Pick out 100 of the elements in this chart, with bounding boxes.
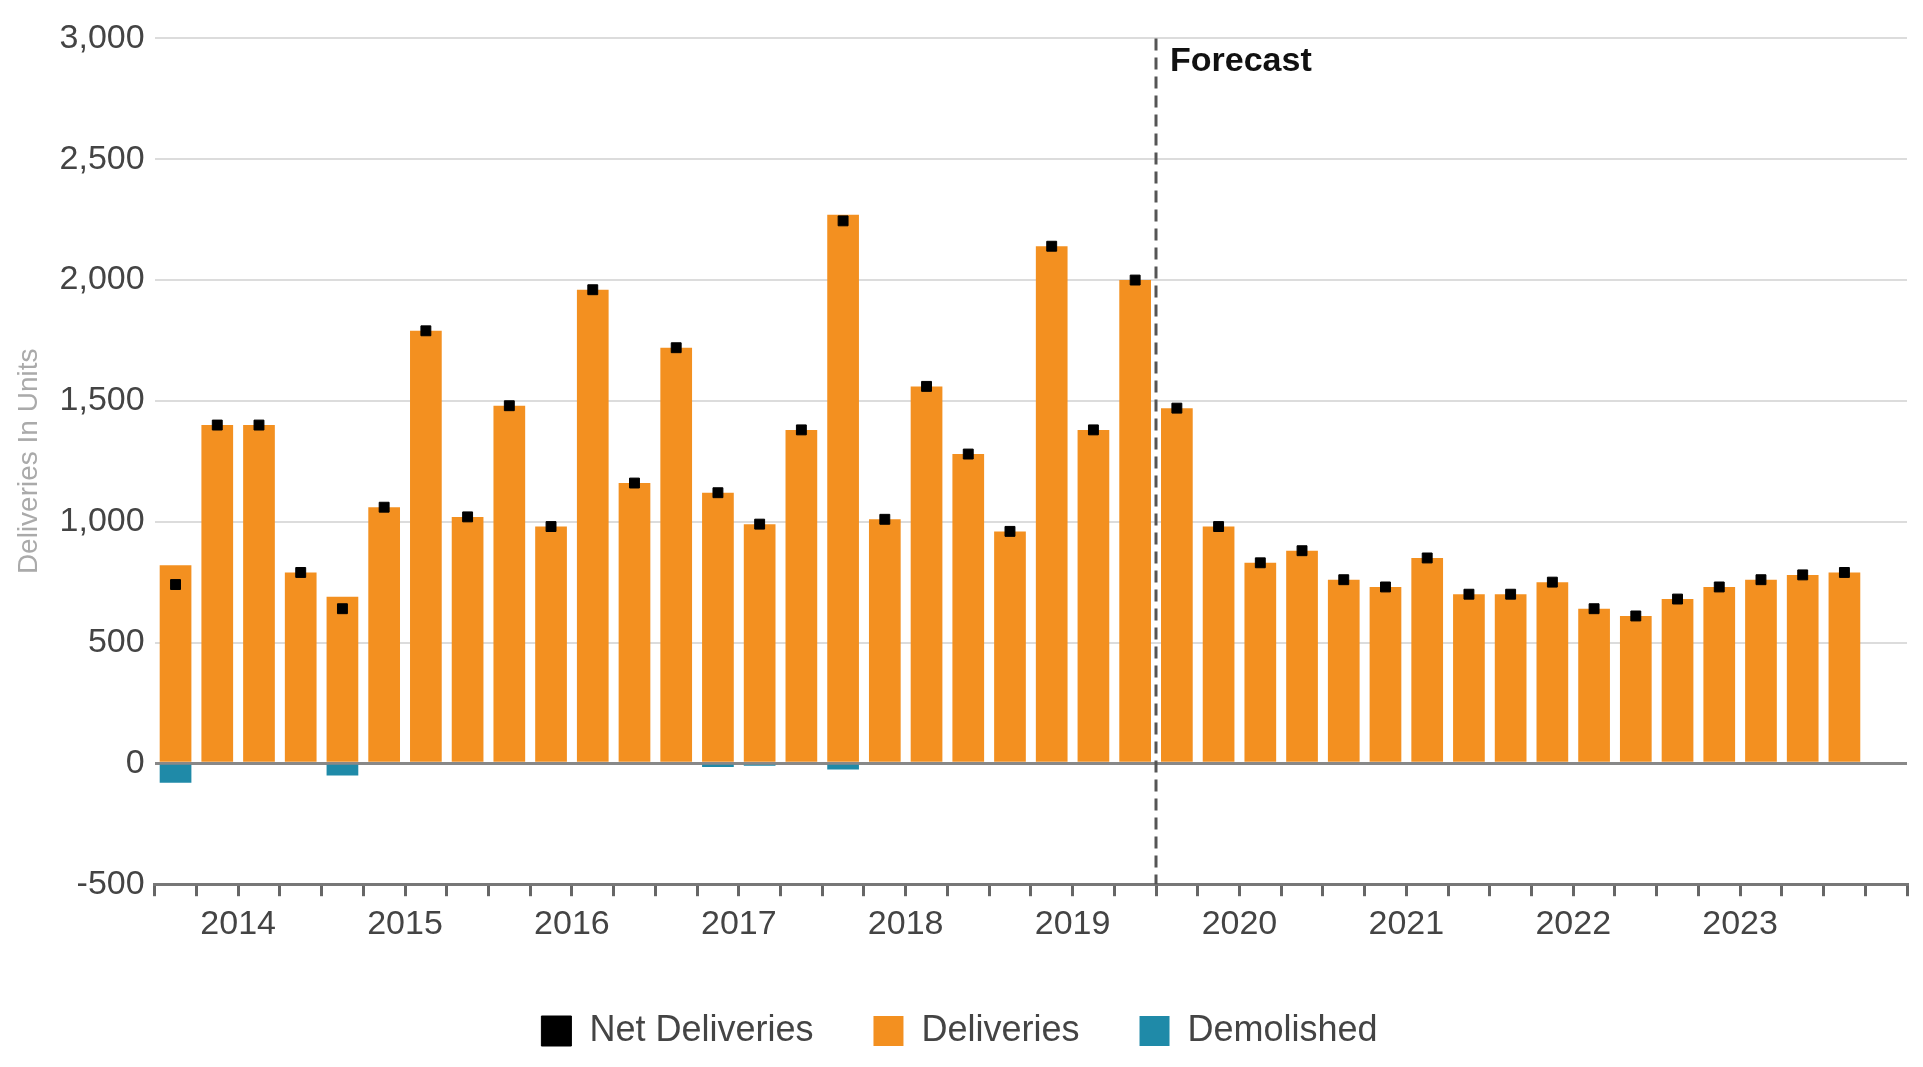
bar — [1035, 246, 1068, 762]
bar — [1327, 579, 1360, 762]
bar — [1828, 572, 1861, 762]
legend-label: Demolished — [1187, 1007, 1378, 1049]
bar — [243, 425, 275, 762]
bar — [743, 524, 776, 762]
point — [295, 567, 307, 578]
legend-label: Deliveries — [921, 1007, 1080, 1049]
point — [378, 501, 390, 513]
bar — [785, 429, 818, 762]
point — [1713, 581, 1725, 593]
point — [962, 448, 974, 460]
bar — [1411, 557, 1444, 762]
point — [1838, 567, 1850, 578]
bar — [1536, 582, 1569, 762]
x-tick-label: 2014 — [200, 902, 276, 941]
y-tick-label: 500 — [87, 620, 145, 659]
point — [1213, 521, 1225, 532]
y-tick-label: 2,500 — [59, 137, 145, 176]
point — [1630, 610, 1642, 622]
point — [1797, 569, 1809, 581]
bar — [159, 764, 192, 783]
point — [1254, 557, 1266, 569]
x-tick-label: 2019 — [1034, 902, 1111, 941]
bar — [326, 596, 359, 762]
bar — [1369, 586, 1402, 762]
bar — [1494, 594, 1527, 762]
y-tick-label: 2,000 — [59, 258, 145, 297]
point — [1463, 588, 1475, 600]
x-tick-label: 2021 — [1368, 902, 1445, 941]
point — [754, 518, 766, 530]
x-tick-label: 2023 — [1702, 902, 1778, 941]
bar — [284, 572, 317, 762]
point — [670, 342, 682, 354]
point — [1755, 574, 1767, 586]
ref-line-label: Forecast — [1170, 39, 1312, 78]
point — [921, 380, 932, 392]
point — [1338, 574, 1350, 586]
point — [1546, 576, 1558, 588]
point — [837, 215, 849, 227]
point — [1129, 274, 1141, 286]
x-tick-label: 2020 — [1201, 902, 1278, 941]
point — [1672, 593, 1683, 605]
bar — [410, 330, 442, 762]
y-tick-label: -500 — [76, 862, 145, 901]
point — [587, 284, 599, 296]
bar — [1661, 599, 1694, 762]
point — [879, 513, 891, 525]
bar — [1745, 579, 1777, 762]
bar — [1453, 594, 1485, 762]
y-axis-title: Deliveries In Units — [11, 348, 43, 575]
bar — [535, 526, 567, 762]
point — [712, 487, 724, 499]
bar — [827, 214, 859, 762]
x-tick-label: 2015 — [367, 902, 443, 941]
point — [1380, 581, 1391, 593]
bar — [910, 386, 943, 762]
point — [1505, 588, 1517, 600]
y-tick-label: 0 — [125, 741, 145, 780]
bar — [1578, 608, 1610, 762]
bar — [1077, 429, 1110, 762]
bar — [368, 507, 401, 762]
bar — [994, 531, 1026, 762]
point — [1588, 603, 1600, 615]
bar — [702, 492, 734, 762]
x-tick-label: 2018 — [867, 902, 944, 941]
point — [1296, 545, 1308, 557]
point — [629, 477, 640, 489]
bar — [493, 405, 526, 762]
y-tick-label: 1,000 — [59, 500, 145, 539]
bar — [868, 519, 901, 762]
y-tick-label: 3,000 — [59, 16, 145, 55]
bar — [1202, 526, 1235, 762]
point — [795, 424, 807, 436]
bar — [1244, 562, 1277, 762]
bar — [1161, 408, 1193, 762]
bar — [660, 347, 693, 762]
bar — [451, 516, 484, 762]
bar — [201, 425, 234, 762]
bar — [1286, 550, 1318, 762]
point — [503, 400, 515, 412]
point — [1046, 240, 1058, 252]
point — [211, 419, 223, 431]
point — [462, 511, 474, 523]
bar — [618, 483, 651, 762]
bar — [326, 764, 359, 776]
point — [170, 579, 181, 590]
x-tick-label: 2022 — [1535, 902, 1612, 941]
y-tick-label: 1,500 — [59, 379, 145, 418]
bar — [159, 565, 192, 762]
bar — [1703, 586, 1736, 762]
bar — [702, 764, 734, 767]
point — [545, 521, 557, 532]
legend-label: Net Deliveries — [589, 1007, 814, 1049]
bar — [576, 289, 609, 762]
point — [420, 325, 432, 337]
point — [336, 603, 348, 615]
x-tick-label: 2017 — [700, 902, 777, 941]
point — [1087, 424, 1099, 436]
x-tick-label: 2016 — [534, 902, 610, 941]
